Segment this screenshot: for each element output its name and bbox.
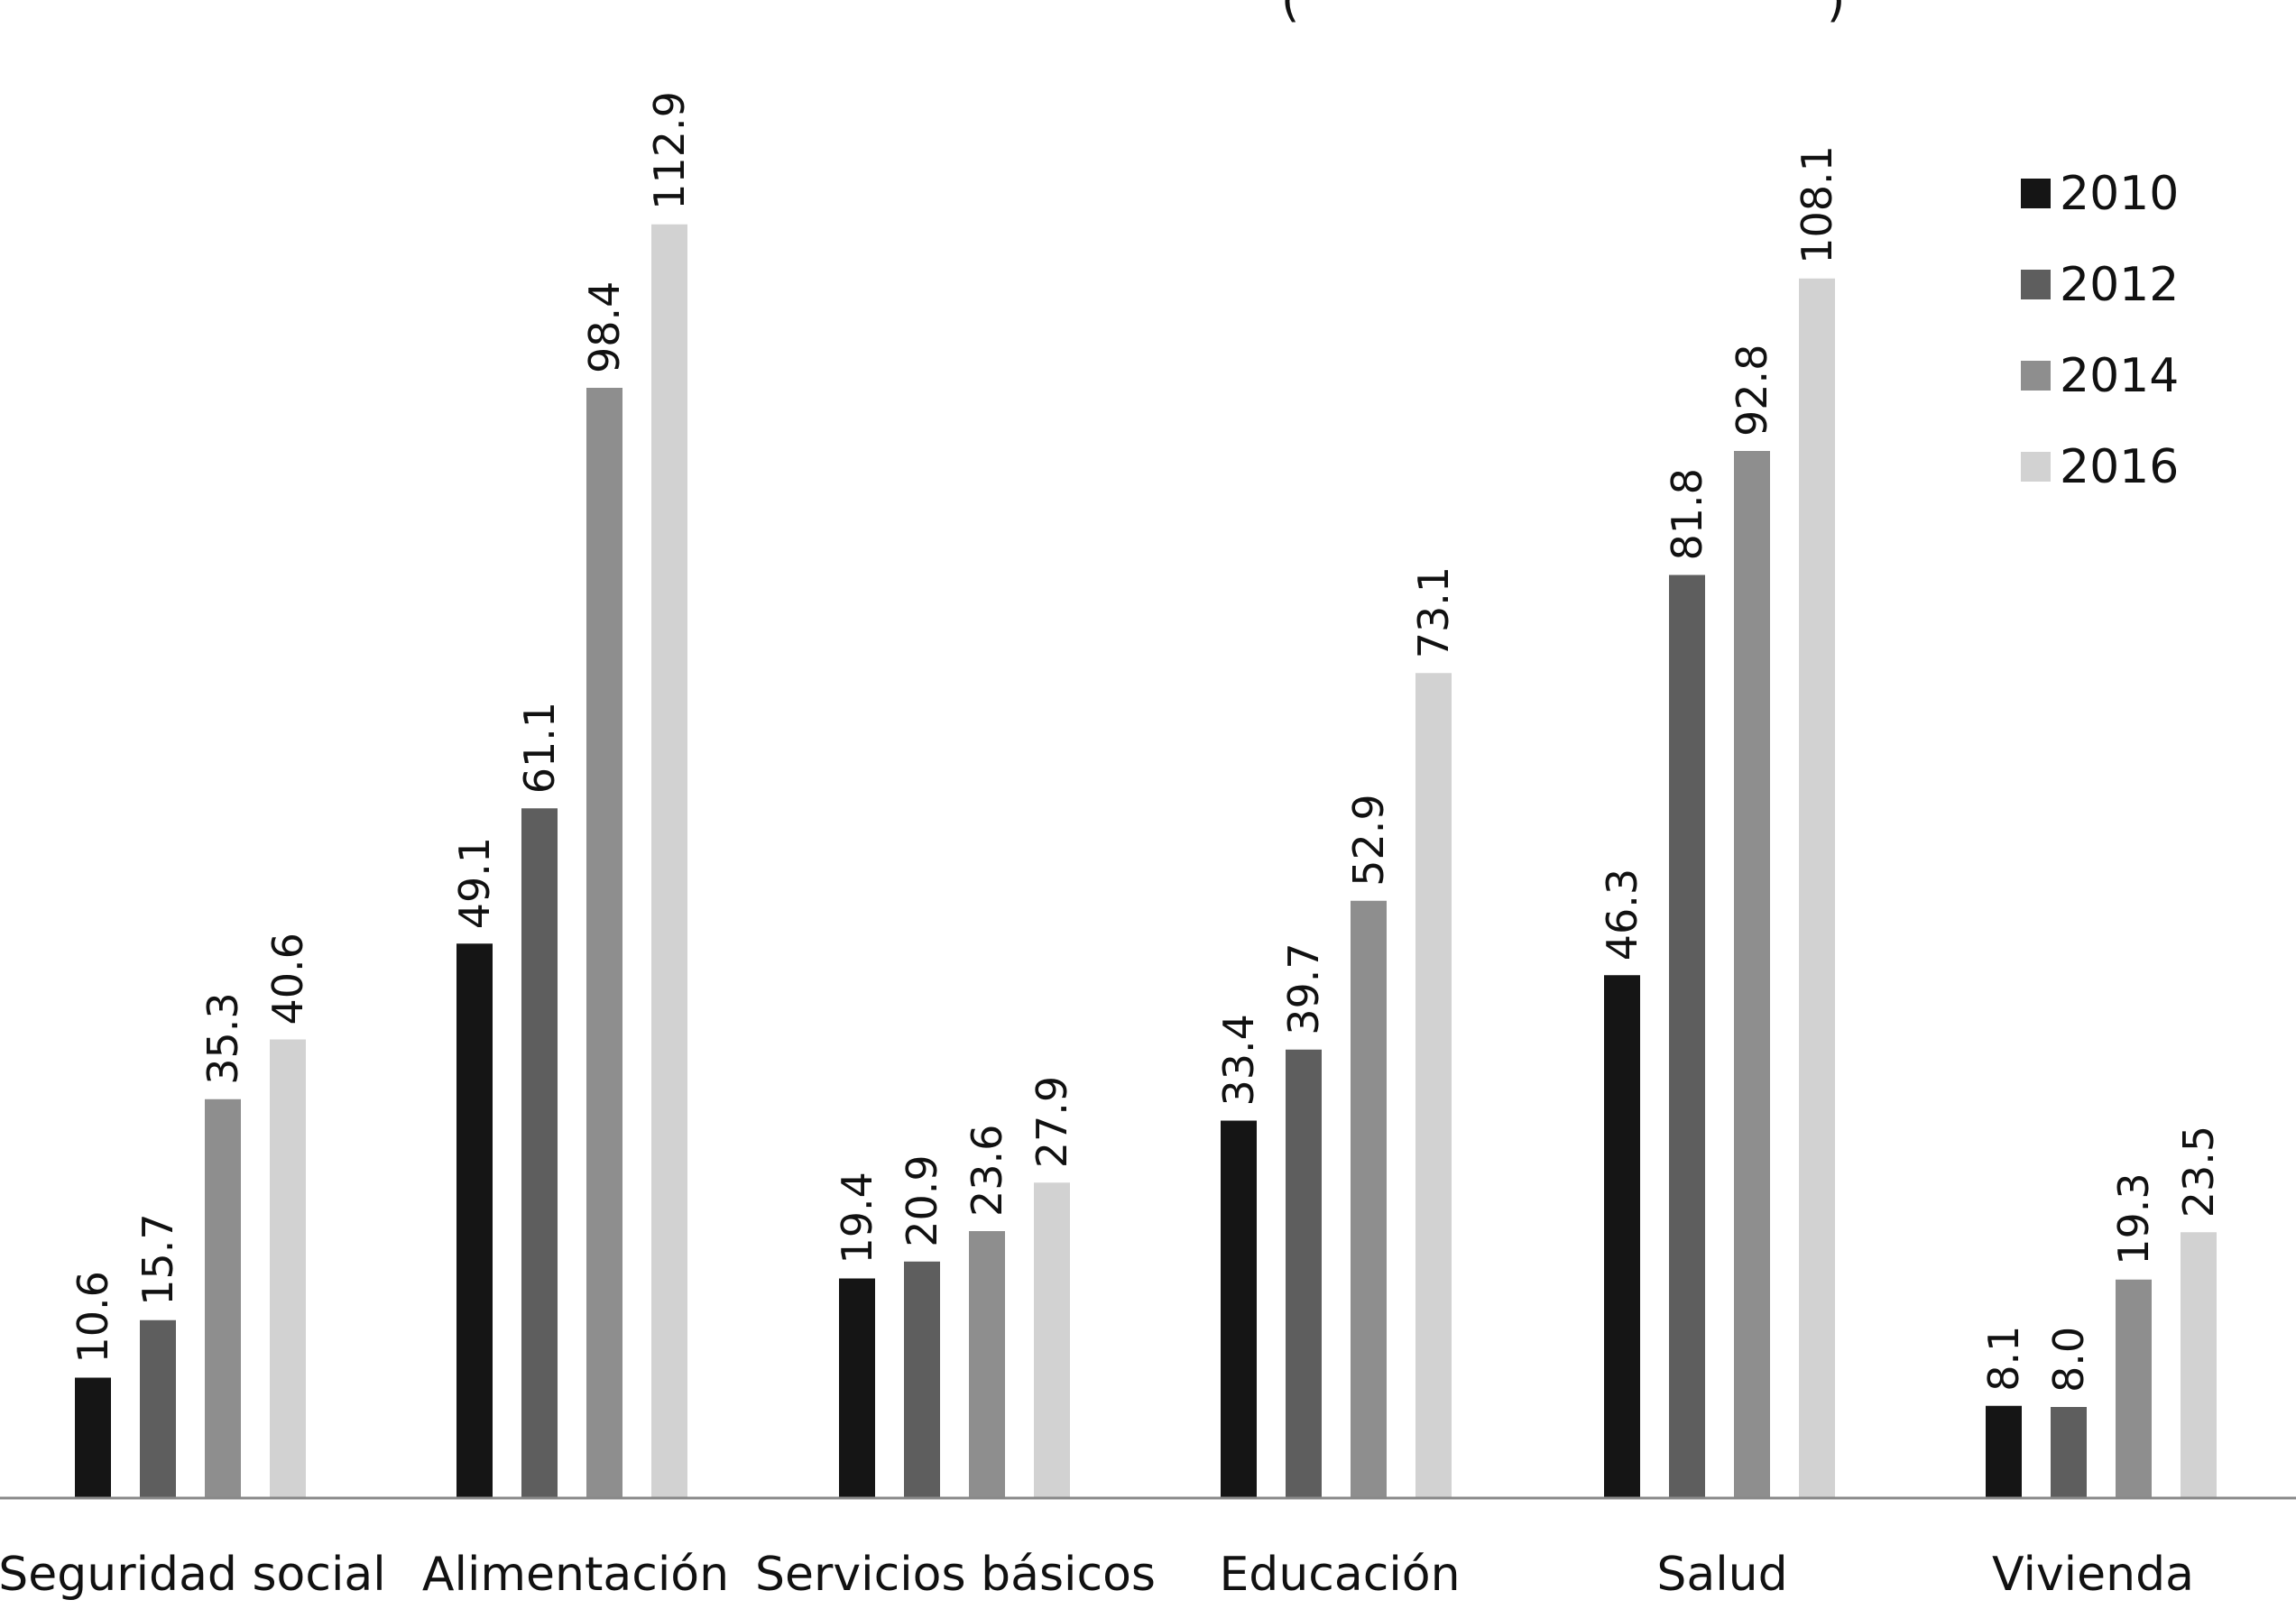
data-label-2012-4: 81.8 (1663, 468, 1711, 560)
bar-2010-2 (839, 1278, 875, 1497)
legend-label-2012: 2012 (2060, 258, 2179, 312)
legend-label-2010: 2010 (2060, 167, 2179, 221)
legend: 2010 2012 2014 2016 (2021, 167, 2179, 494)
bar-2016-5 (2181, 1232, 2217, 1497)
data-label-2012-3: 39.7 (1279, 942, 1328, 1034)
category-label-2: Servicios básicos (755, 1548, 1156, 1602)
data-label-2010-3: 33.4 (1214, 1014, 1263, 1106)
data-label-2012-2: 20.9 (898, 1154, 946, 1246)
data-label-2014-0: 35.3 (198, 992, 247, 1084)
bar-2016-1 (651, 224, 687, 1497)
bar-2012-4 (1669, 575, 1705, 1497)
bar-2016-3 (1415, 673, 1452, 1497)
bar-2012-5 (2051, 1407, 2087, 1497)
data-label-2016-4: 108.1 (1793, 145, 1841, 264)
chart-title-fragment: ( ) (1281, 0, 1845, 28)
data-label-2010-0: 10.6 (69, 1271, 117, 1363)
category-labels-group: Seguridad social Alimentación Servicios bá… (0, 1548, 2194, 1602)
data-label-2012-0: 15.7 (134, 1213, 182, 1305)
bars-group (75, 224, 2217, 1497)
bar-2012-1 (521, 808, 558, 1497)
data-label-2014-3: 52.9 (1344, 794, 1393, 886)
legend-swatch-2012 (2021, 270, 2051, 299)
data-labels-group: 10.6 49.1 19.4 33.4 46.3 8.1 15.7 61.1 20.9 39.7 8… (69, 91, 2223, 1393)
bar-2012-2 (904, 1261, 940, 1497)
category-label-3: Educación (1219, 1548, 1460, 1602)
data-label-2014-4: 92.8 (1728, 345, 1776, 437)
bar-2010-0 (75, 1377, 111, 1497)
legend-label-2016: 2016 (2060, 440, 2179, 494)
data-label-2010-2: 19.4 (833, 1172, 881, 1264)
bar-2016-0 (270, 1039, 306, 1497)
data-label-2010-4: 46.3 (1598, 869, 1646, 961)
bar-2014-5 (2116, 1279, 2152, 1497)
data-label-2016-0: 40.6 (263, 933, 312, 1025)
bar-2014-0 (205, 1099, 241, 1497)
data-label-2010-1: 49.1 (450, 837, 499, 929)
bar-2010-3 (1221, 1120, 1257, 1497)
category-label-5: Vivienda (1992, 1548, 2194, 1602)
bar-2014-1 (586, 388, 622, 1497)
category-label-1: Alimentación (422, 1548, 729, 1602)
data-label-2016-5: 23.5 (2174, 1126, 2223, 1218)
bar-2012-3 (1286, 1049, 1322, 1497)
data-label-2010-5: 8.1 (1979, 1326, 2028, 1392)
bar-2016-4 (1799, 278, 1835, 1497)
title-open-paren: ( (1281, 0, 1299, 28)
data-label-2016-3: 73.1 (1409, 566, 1458, 658)
bar-2016-2 (1034, 1182, 1070, 1497)
data-label-2016-1: 112.9 (645, 91, 694, 210)
bar-2010-5 (1986, 1405, 2022, 1497)
legend-label-2014: 2014 (2060, 349, 2179, 403)
data-label-2012-1: 61.1 (515, 702, 564, 794)
data-label-2016-2: 27.9 (1028, 1076, 1076, 1168)
bar-2014-3 (1351, 900, 1387, 1497)
category-label-0: Seguridad social (0, 1548, 386, 1602)
bar-2010-1 (456, 943, 493, 1497)
legend-swatch-2014 (2021, 361, 2051, 391)
category-label-4: Salud (1656, 1548, 1787, 1602)
bar-2014-4 (1734, 451, 1770, 1497)
bar-2014-2 (969, 1231, 1005, 1497)
data-label-2014-2: 23.6 (963, 1125, 1011, 1217)
legend-swatch-2016 (2021, 452, 2051, 482)
data-label-2014-1: 98.4 (580, 281, 629, 373)
data-label-2014-5: 19.3 (2109, 1172, 2158, 1264)
data-label-2012-5: 8.0 (2044, 1327, 2093, 1393)
legend-swatch-2010 (2021, 179, 2051, 208)
bar-2012-0 (140, 1319, 176, 1497)
bar-2010-4 (1604, 975, 1640, 1497)
title-close-paren: ) (1827, 0, 1845, 28)
